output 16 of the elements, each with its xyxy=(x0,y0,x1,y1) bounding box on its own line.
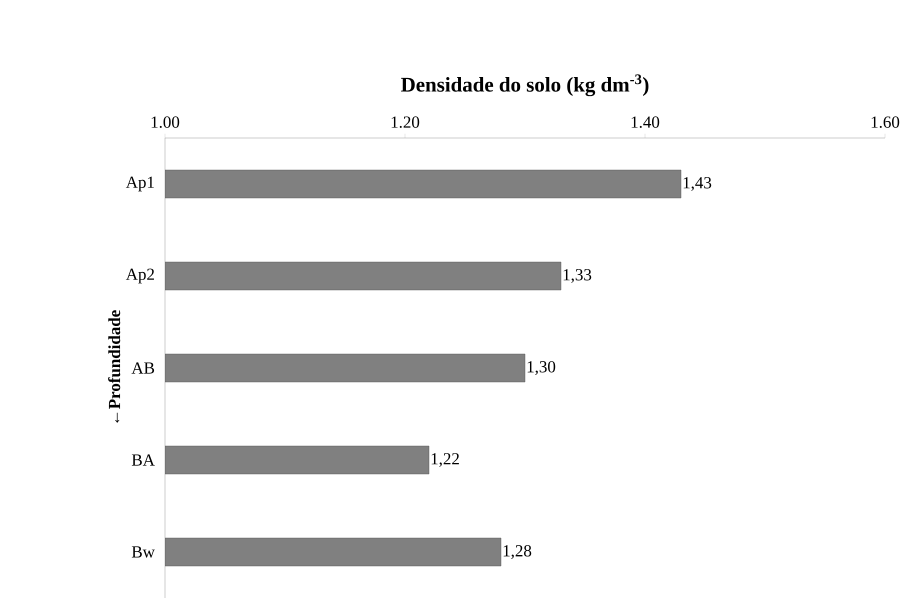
x-tick-label: 1.20 xyxy=(392,116,420,128)
data-label: 1,30 xyxy=(528,361,556,375)
chart-title: Densidade do solo (kg dm$^{-3}$) xyxy=(401,74,648,96)
y-tick-label: Bw xyxy=(132,546,155,558)
data-label: 1,28 xyxy=(504,545,532,559)
x-tick-label: 1.60 xyxy=(872,116,900,128)
y-tick-label: BA xyxy=(132,454,155,466)
y-tick-label: Ap1 xyxy=(126,176,154,192)
y-tick-label: AB xyxy=(132,362,154,374)
data-label: 1,22 xyxy=(432,453,459,467)
x-tick-label: 1.40 xyxy=(632,116,660,128)
y-tick-label: Ap2 xyxy=(126,268,154,284)
x-tick-label: 1.00 xyxy=(152,116,180,128)
data-label: 1,33 xyxy=(564,269,592,283)
y-axis-title: ←Profundidade xyxy=(108,310,120,423)
data-label: 1,43 xyxy=(684,177,712,191)
